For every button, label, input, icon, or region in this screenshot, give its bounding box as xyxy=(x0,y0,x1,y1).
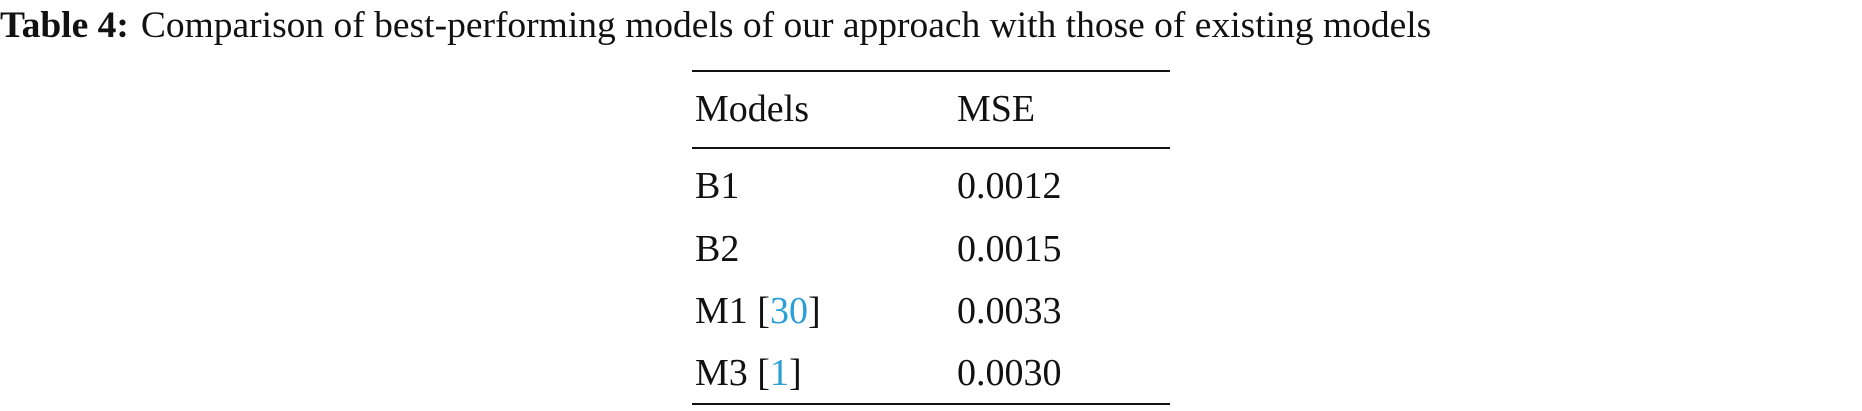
model-name: B2 xyxy=(695,228,740,270)
model-name: B1 xyxy=(695,165,740,207)
top-rule xyxy=(692,70,1170,72)
mse-cell: 0.0033 xyxy=(957,290,1062,332)
model-cell: M1 [30] xyxy=(695,289,821,333)
bottom-rule xyxy=(692,403,1170,405)
header-cell: Models xyxy=(695,88,809,130)
citation: 1 xyxy=(769,352,789,394)
model-cell: B2 xyxy=(695,227,739,271)
citation: 30 xyxy=(769,290,808,332)
model-name: M3 [ xyxy=(695,352,770,394)
mid-rule xyxy=(692,147,1170,149)
header-cell: MSE xyxy=(957,88,1036,130)
model-name: M1 [ xyxy=(695,290,770,332)
model-name: ] xyxy=(807,290,821,332)
mse-cell: 0.0015 xyxy=(957,228,1062,270)
mse-cell: 0.0012 xyxy=(957,165,1062,207)
caption-label: Table 4: xyxy=(0,5,129,46)
model-cell: B1 xyxy=(695,164,739,208)
model-cell: M3 [1] xyxy=(695,351,802,395)
model-name: ] xyxy=(788,352,802,394)
caption-text: Comparison of best-performing models of … xyxy=(140,5,1432,46)
mse-cell: 0.0030 xyxy=(957,352,1062,394)
caption: Table 4: Comparison of best-performing mo… xyxy=(0,4,1862,48)
